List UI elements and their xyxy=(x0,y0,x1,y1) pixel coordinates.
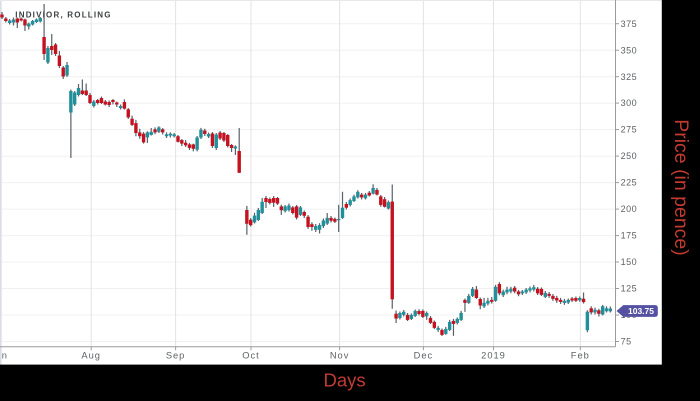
svg-text:2019: 2019 xyxy=(481,351,506,361)
svg-text:Aug: Aug xyxy=(81,351,101,361)
svg-text:300: 300 xyxy=(621,98,638,108)
svg-text:275: 275 xyxy=(621,125,638,135)
svg-text:175: 175 xyxy=(621,231,638,241)
svg-text:Dec: Dec xyxy=(414,351,434,361)
svg-text:375: 375 xyxy=(621,19,638,29)
svg-text:Feb: Feb xyxy=(571,351,590,361)
svg-text:Sep: Sep xyxy=(166,351,186,361)
svg-text:Days: Days xyxy=(324,370,366,391)
svg-text:Oct: Oct xyxy=(242,351,259,361)
svg-text:n: n xyxy=(2,351,7,361)
svg-text:INDIVIOR, ROLLING: INDIVIOR, ROLLING xyxy=(15,11,111,20)
svg-text:Price (in pence): Price (in pence) xyxy=(670,119,692,256)
svg-text:103.75: 103.75 xyxy=(628,306,654,316)
svg-text:250: 250 xyxy=(621,151,638,161)
svg-text:350: 350 xyxy=(621,45,638,55)
svg-text:150: 150 xyxy=(621,257,638,267)
svg-text:Nov: Nov xyxy=(330,351,350,361)
svg-text:75: 75 xyxy=(621,337,632,347)
svg-text:325: 325 xyxy=(621,72,638,82)
svg-text:225: 225 xyxy=(621,178,638,188)
svg-text:200: 200 xyxy=(621,204,638,214)
svg-text:125: 125 xyxy=(621,284,638,294)
